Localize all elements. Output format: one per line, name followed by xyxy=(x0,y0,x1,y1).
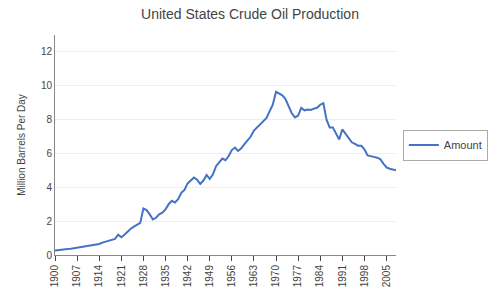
svg-text:0: 0 xyxy=(46,250,52,261)
svg-text:12: 12 xyxy=(41,46,53,57)
svg-text:1991: 1991 xyxy=(337,265,348,288)
svg-text:1907: 1907 xyxy=(71,265,82,288)
svg-text:2: 2 xyxy=(46,216,52,227)
svg-text:4: 4 xyxy=(46,182,52,193)
svg-text:1984: 1984 xyxy=(314,265,325,288)
svg-text:Million Barrels Per Day: Million Barrels Per Day xyxy=(16,94,27,196)
svg-text:1900: 1900 xyxy=(49,265,60,288)
svg-text:6: 6 xyxy=(46,148,52,159)
svg-text:1935: 1935 xyxy=(160,265,171,288)
svg-text:1928: 1928 xyxy=(138,265,149,288)
svg-text:2005: 2005 xyxy=(381,265,392,288)
svg-text:1963: 1963 xyxy=(248,265,259,288)
svg-text:1956: 1956 xyxy=(226,265,237,288)
svg-text:1914: 1914 xyxy=(93,265,104,288)
svg-text:1949: 1949 xyxy=(204,265,215,288)
svg-text:1942: 1942 xyxy=(182,265,193,288)
svg-text:United States Crude Oil Produc: United States Crude Oil Production xyxy=(141,6,359,22)
svg-text:1998: 1998 xyxy=(359,265,370,288)
svg-text:10: 10 xyxy=(41,80,53,91)
svg-text:8: 8 xyxy=(46,114,52,125)
svg-text:1977: 1977 xyxy=(292,265,303,288)
svg-text:1970: 1970 xyxy=(270,265,281,288)
svg-text:1921: 1921 xyxy=(116,265,127,288)
svg-text:Amount: Amount xyxy=(444,139,482,151)
